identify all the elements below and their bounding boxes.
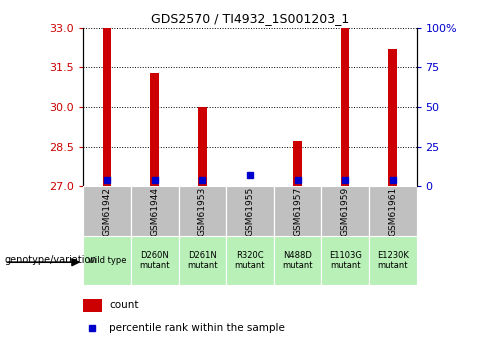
Text: GSM61942: GSM61942 xyxy=(102,187,112,236)
Bar xyxy=(178,236,226,285)
Text: D260N
mutant: D260N mutant xyxy=(140,251,170,270)
Bar xyxy=(369,186,416,236)
Text: N488D
mutant: N488D mutant xyxy=(282,251,313,270)
Bar xyxy=(226,186,274,236)
Text: R320C
mutant: R320C mutant xyxy=(235,251,265,270)
Bar xyxy=(321,236,369,285)
Bar xyxy=(178,186,226,236)
Text: GSM61955: GSM61955 xyxy=(245,187,254,236)
Text: GSM61944: GSM61944 xyxy=(150,187,159,236)
Bar xyxy=(198,107,207,186)
Bar xyxy=(83,299,102,312)
Bar xyxy=(293,141,302,186)
Bar xyxy=(389,49,397,186)
Bar xyxy=(341,28,349,186)
Text: E1230K
mutant: E1230K mutant xyxy=(377,251,409,270)
Bar xyxy=(321,186,369,236)
Text: genotype/variation: genotype/variation xyxy=(5,256,98,265)
Bar xyxy=(274,186,321,236)
Text: GSM61953: GSM61953 xyxy=(198,187,207,236)
Text: GSM61957: GSM61957 xyxy=(293,187,302,236)
Text: GSM61961: GSM61961 xyxy=(388,187,397,236)
Text: GSM61959: GSM61959 xyxy=(341,187,349,236)
Bar xyxy=(103,28,111,186)
Bar xyxy=(131,236,178,285)
Text: count: count xyxy=(109,300,139,310)
Bar xyxy=(274,236,321,285)
Text: D261N
mutant: D261N mutant xyxy=(187,251,218,270)
Text: percentile rank within the sample: percentile rank within the sample xyxy=(109,323,285,333)
Bar xyxy=(150,72,159,186)
Bar xyxy=(83,186,131,236)
Bar xyxy=(226,236,274,285)
Title: GDS2570 / TI4932_1S001203_1: GDS2570 / TI4932_1S001203_1 xyxy=(151,12,349,25)
Bar xyxy=(369,236,416,285)
Text: E1103G
mutant: E1103G mutant xyxy=(329,251,362,270)
Text: wild type: wild type xyxy=(88,256,126,265)
Bar xyxy=(83,236,131,285)
Bar xyxy=(131,186,178,236)
